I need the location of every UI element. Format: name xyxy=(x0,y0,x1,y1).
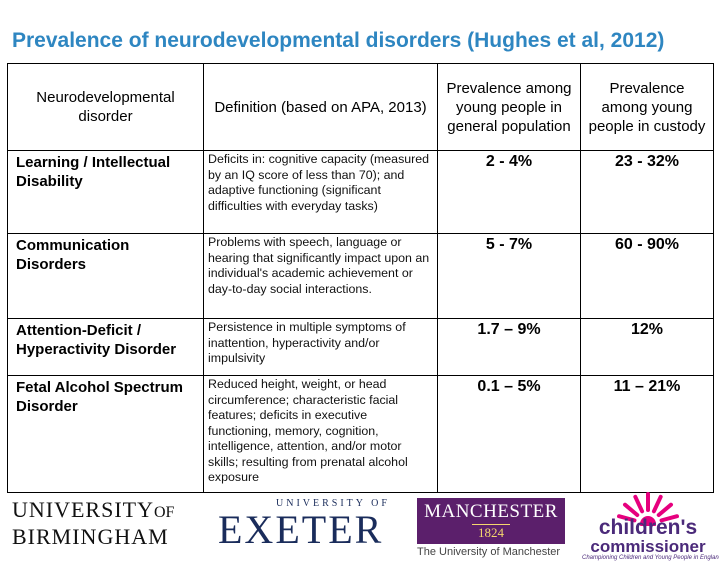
prevalence-table: Neurodevelopmental disorder Definition (… xyxy=(7,63,714,493)
table-row: Attention-Deficit / Hyperactivity Disord… xyxy=(7,318,714,376)
exeter-logo: UNIVERSITY OF EXETER xyxy=(218,498,390,551)
manchester-logo-subtitle: The University of Manchester xyxy=(417,546,561,558)
custody-prevalence-cell: 12% xyxy=(580,318,714,376)
exeter-logo-big: EXETER xyxy=(218,507,384,552)
general-prevalence-cell: 5 - 7% xyxy=(437,233,581,319)
custody-prevalence-cell: 23 - 32% xyxy=(580,150,714,234)
table-row: Communication Disorders Problems with sp… xyxy=(7,233,714,319)
disorder-cell: Learning / Intellectual Disability xyxy=(7,150,204,234)
custody-prevalence-cell: 60 - 90% xyxy=(580,233,714,319)
sunburst-icon xyxy=(617,492,679,526)
disorder-cell: Attention-Deficit / Hyperactivity Disord… xyxy=(7,318,204,376)
exeter-logo-small: UNIVERSITY OF xyxy=(276,498,390,509)
birmingham-logo-line1: UNIVERSITY xyxy=(12,497,154,522)
table-row: Fetal Alcohol Spectrum Disorder Reduced … xyxy=(7,375,714,493)
table-header-row: Neurodevelopmental disorder Definition (… xyxy=(7,63,714,151)
birmingham-logo-line2: BIRMINGHAM xyxy=(12,524,169,549)
header-prevalence-general: Prevalence among young people in general… xyxy=(437,63,581,151)
childrens-commissioner-tagline: Championing Children and Young People in… xyxy=(582,555,719,561)
birmingham-logo-of: OF xyxy=(154,504,175,521)
header-prevalence-custody: Prevalence among young people in custody xyxy=(580,63,714,151)
table-row: Learning / Intellectual Disability Defic… xyxy=(7,150,714,234)
childrens-commissioner-line2: commissioner xyxy=(590,537,706,556)
definition-cell: Problems with speech, language or hearin… xyxy=(203,233,438,319)
disorder-cell: Fetal Alcohol Spectrum Disorder xyxy=(7,375,204,493)
header-disorder: Neurodevelopmental disorder xyxy=(7,63,204,151)
manchester-logo: MANCHESTER 1824 The University of Manche… xyxy=(417,498,565,558)
definition-cell: Reduced height, weight, or head circumfe… xyxy=(203,375,438,493)
childrens-commissioner-line1: children's xyxy=(598,516,698,539)
general-prevalence-cell: 0.1 – 5% xyxy=(437,375,581,493)
logo-strip: UNIVERSITYOF BIRMINGHAM UNIVERSITY OF EX… xyxy=(0,488,719,584)
birmingham-logo: UNIVERSITYOF BIRMINGHAM xyxy=(12,498,174,549)
custody-prevalence-cell: 11 – 21% xyxy=(580,375,714,493)
header-definition: Definition (based on APA, 2013) xyxy=(203,63,438,151)
manchester-logo-box: MANCHESTER 1824 xyxy=(417,498,565,544)
childrens-commissioner-logo: children's commissioner Championing Chil… xyxy=(582,490,719,561)
manchester-logo-year: 1824 xyxy=(472,524,510,540)
definition-cell: Deficits in: cognitive capacity (measure… xyxy=(203,150,438,234)
manchester-logo-name: MANCHESTER xyxy=(424,501,558,522)
disorder-cell: Communication Disorders xyxy=(7,233,204,319)
definition-cell: Persistence in multiple symptoms of inat… xyxy=(203,318,438,376)
general-prevalence-cell: 1.7 – 9% xyxy=(437,318,581,376)
page-title: Prevalence of neurodevelopmental disorde… xyxy=(12,29,665,52)
general-prevalence-cell: 2 - 4% xyxy=(437,150,581,234)
